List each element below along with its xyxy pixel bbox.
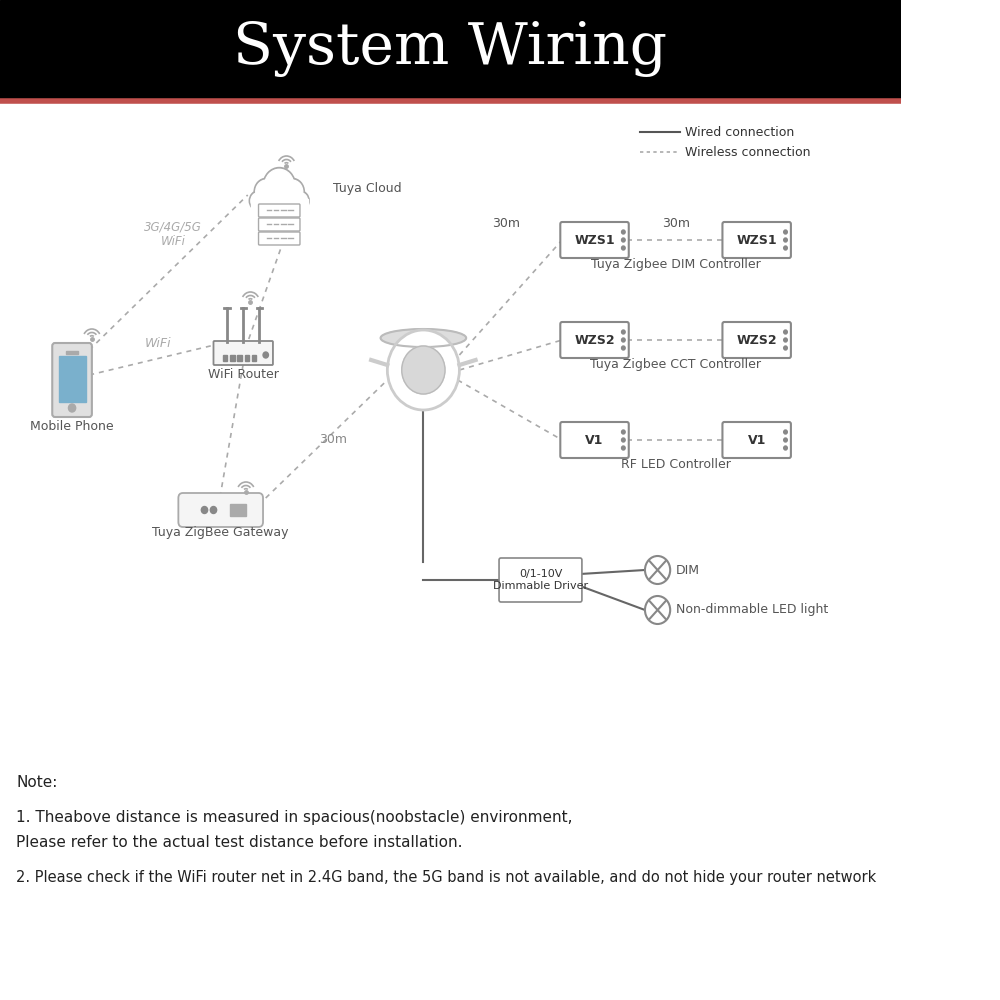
Text: WZS2: WZS2: [736, 334, 777, 347]
FancyBboxPatch shape: [213, 341, 273, 365]
Bar: [230, 504, 246, 516]
Circle shape: [645, 596, 670, 624]
Bar: [245, 355, 249, 361]
Text: Tuya ZigBee Gateway: Tuya ZigBee Gateway: [152, 526, 289, 539]
Circle shape: [251, 193, 265, 209]
Text: Wireless connection: Wireless connection: [685, 145, 810, 158]
Text: WZS1: WZS1: [736, 233, 777, 246]
Circle shape: [68, 404, 76, 412]
Text: Tuya Cloud: Tuya Cloud: [333, 182, 402, 195]
Bar: [223, 355, 227, 361]
Circle shape: [622, 330, 625, 334]
Circle shape: [784, 346, 787, 350]
Circle shape: [784, 230, 787, 234]
Text: WZS1: WZS1: [574, 233, 615, 246]
Bar: [59, 356, 86, 402]
Text: DIM: DIM: [676, 564, 700, 576]
Bar: [252, 355, 256, 361]
Circle shape: [784, 338, 787, 342]
Circle shape: [784, 446, 787, 450]
Bar: [0, 0, 901, 100]
Bar: [66, 351, 78, 354]
Circle shape: [622, 346, 625, 350]
FancyBboxPatch shape: [178, 493, 263, 527]
FancyBboxPatch shape: [560, 222, 629, 258]
Text: V1: V1: [747, 434, 766, 446]
Circle shape: [387, 330, 459, 410]
Circle shape: [645, 556, 670, 584]
Circle shape: [784, 330, 787, 334]
Text: 3G/4G/5G
WiFi: 3G/4G/5G WiFi: [144, 220, 202, 248]
Circle shape: [256, 180, 277, 204]
Text: Please refer to the actual test distance before installation.: Please refer to the actual test distance…: [16, 835, 463, 850]
Text: 30m: 30m: [662, 217, 690, 230]
Text: Tuya Zigbee CCT Controller: Tuya Zigbee CCT Controller: [590, 358, 761, 371]
FancyBboxPatch shape: [560, 422, 629, 458]
FancyBboxPatch shape: [499, 558, 582, 602]
Circle shape: [622, 338, 625, 342]
Circle shape: [784, 238, 787, 242]
Circle shape: [254, 178, 278, 205]
Text: 0/1-10V
Dimmable Driver: 0/1-10V Dimmable Driver: [493, 569, 588, 591]
Circle shape: [210, 506, 217, 514]
Circle shape: [784, 438, 787, 442]
FancyBboxPatch shape: [52, 343, 92, 417]
Text: 30m: 30m: [492, 217, 520, 230]
Text: 30m: 30m: [319, 433, 347, 446]
FancyBboxPatch shape: [259, 232, 300, 245]
Text: Tuya Zigbee DIM Controller: Tuya Zigbee DIM Controller: [591, 258, 760, 271]
Bar: [251, 199, 308, 213]
Text: RF LED Controller: RF LED Controller: [621, 458, 731, 471]
Circle shape: [622, 438, 625, 442]
Text: Mobile Phone: Mobile Phone: [30, 420, 114, 433]
Circle shape: [282, 180, 303, 204]
Circle shape: [263, 352, 268, 358]
Circle shape: [622, 246, 625, 250]
FancyBboxPatch shape: [722, 222, 791, 258]
Bar: [230, 355, 235, 361]
Circle shape: [263, 167, 295, 204]
Circle shape: [622, 230, 625, 234]
Circle shape: [622, 446, 625, 450]
Circle shape: [201, 506, 208, 514]
Circle shape: [291, 191, 309, 211]
Text: WiFi: WiFi: [144, 337, 171, 350]
Circle shape: [249, 191, 267, 211]
Text: WZS2: WZS2: [574, 334, 615, 347]
Circle shape: [265, 169, 294, 202]
Text: System Wiring: System Wiring: [233, 21, 667, 77]
Circle shape: [402, 346, 445, 394]
FancyBboxPatch shape: [722, 322, 791, 358]
Text: Non-dimmable LED light: Non-dimmable LED light: [676, 603, 828, 616]
FancyBboxPatch shape: [722, 422, 791, 458]
Text: 2. Please check if the WiFi router net in 2.4G band, the 5G band is not availabl: 2. Please check if the WiFi router net i…: [16, 870, 876, 885]
Circle shape: [784, 430, 787, 434]
FancyBboxPatch shape: [259, 204, 300, 217]
Ellipse shape: [381, 329, 466, 347]
Text: 1. Theabove distance is measured in spacious(noobstacle) environment,: 1. Theabove distance is measured in spac…: [16, 810, 573, 825]
Text: Note:: Note:: [16, 775, 58, 790]
Circle shape: [622, 238, 625, 242]
Text: Wired connection: Wired connection: [685, 125, 794, 138]
Text: V1: V1: [585, 434, 604, 446]
FancyBboxPatch shape: [259, 218, 300, 231]
Text: WiFi Router: WiFi Router: [208, 368, 279, 381]
Circle shape: [784, 246, 787, 250]
Circle shape: [280, 178, 304, 205]
Circle shape: [622, 430, 625, 434]
Circle shape: [293, 193, 308, 209]
Bar: [237, 355, 242, 361]
FancyBboxPatch shape: [560, 322, 629, 358]
